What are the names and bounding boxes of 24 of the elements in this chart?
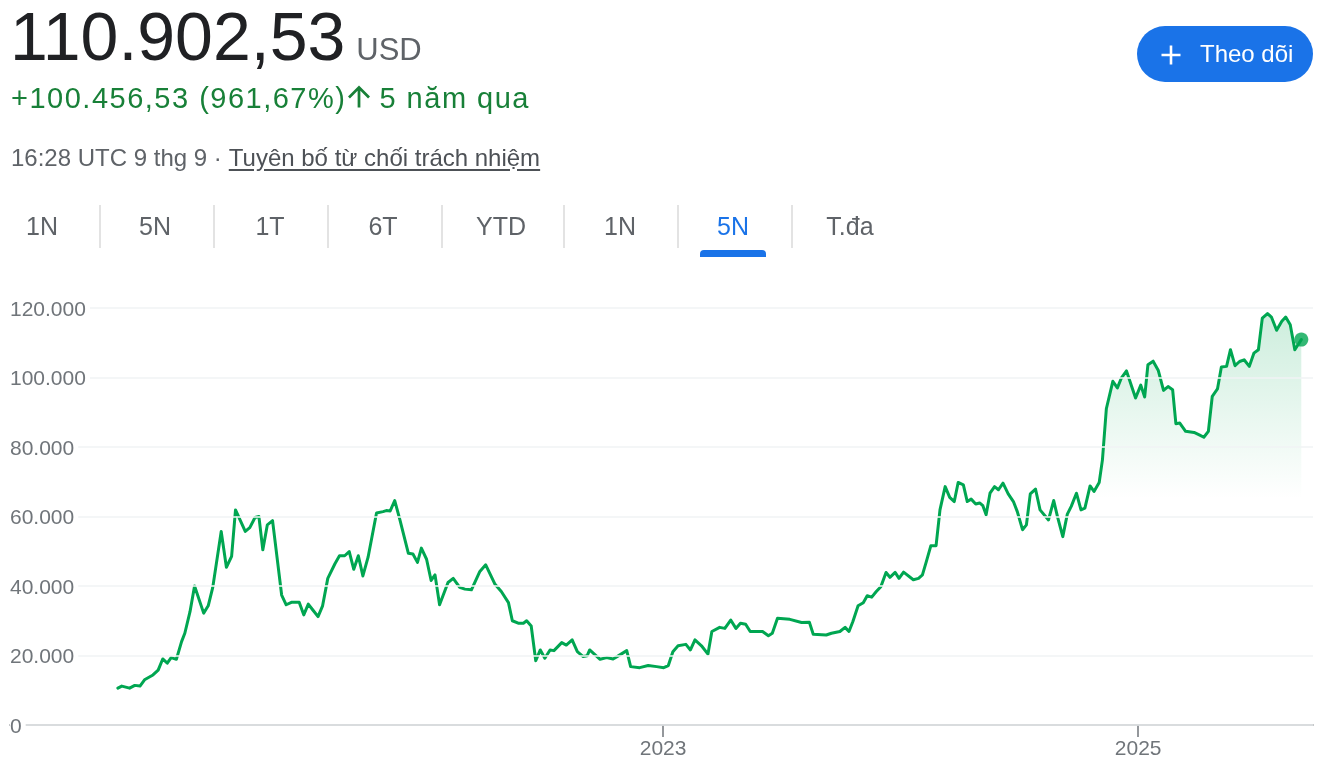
y-tick-label: 0 <box>10 713 22 737</box>
x-tick-label: 2023 <box>639 736 687 759</box>
text: 5N <box>717 212 749 240</box>
text: YTD <box>476 212 526 240</box>
chart-subtitle: +100.456,53 (961,67%) <box>11 82 347 114</box>
pill-button: Theo dõi <box>1137 26 1313 82</box>
y-tick-label: 20.000 <box>10 644 75 667</box>
y-tick-label: 60.000 <box>10 505 75 528</box>
text: 1N <box>604 212 636 240</box>
text: 5 năm qua <box>379 82 530 114</box>
text: 6T <box>368 212 398 240</box>
text: USD <box>356 32 422 67</box>
text: 1T <box>255 212 285 240</box>
text: Tuyên bố từ chối trách nhiệm <box>228 144 541 171</box>
text: T.đa <box>826 212 874 240</box>
y-tick-label: 120.000 <box>10 296 86 320</box>
text: 1N <box>26 212 58 240</box>
y-tick-label: 100.000 <box>10 366 86 389</box>
x-tick-label: 2025 <box>1114 736 1162 759</box>
chart-title: 110.902,53 <box>10 0 346 74</box>
text: 16:28 UTC 9 thg 9 · <box>11 144 222 171</box>
text: 5N <box>139 212 171 240</box>
y-tick-label: 80.000 <box>10 435 75 459</box>
y-tick-label: 40.000 <box>10 574 75 598</box>
